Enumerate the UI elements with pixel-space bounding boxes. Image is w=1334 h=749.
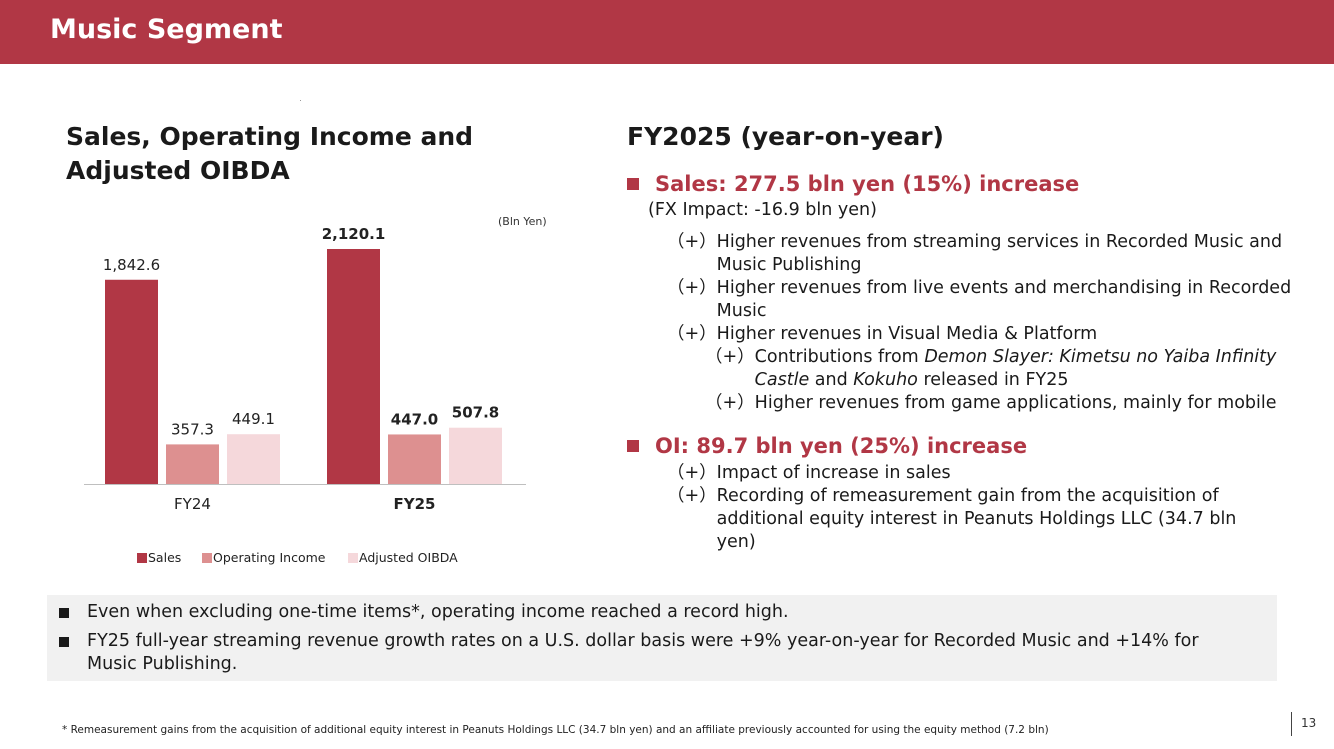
bar-adjusted-oibda [227, 434, 280, 484]
square-bullet-icon [59, 637, 69, 647]
oi-item: （+） Impact of increase in sales [627, 462, 1307, 485]
plus-marker: （+） [667, 278, 717, 298]
text-part: and [809, 370, 854, 390]
data-label: 357.3 [171, 420, 214, 438]
bar-operating-income [388, 434, 441, 484]
sales-heading: Sales: 277.5 bln yen (15%) increase [627, 170, 1307, 198]
text-part: released in FY25 [917, 370, 1069, 390]
category-label: FY25 [394, 495, 436, 513]
oi-heading-text: OI: 89.7 bln yen (25%) increase [655, 434, 1028, 458]
sales-item-text: Higher revenues in Visual Media & Platfo… [716, 324, 1098, 344]
sales-item: （+） Higher revenues in Visual Media & Pl… [627, 323, 1307, 346]
legend-label: Adjusted OIBDA [359, 550, 458, 565]
sales-subitem-text: Contributions from Demon Slayer: Kimetsu… [755, 346, 1307, 392]
square-bullet-icon [627, 178, 639, 190]
oi-item-text: Recording of remeasurement gain from the… [716, 486, 1237, 552]
fx-impact: (FX Impact: -16.9 bln yen) [648, 200, 877, 220]
data-label: 1,842.6 [103, 256, 160, 274]
data-label: 2,120.1 [322, 225, 386, 243]
square-bullet-icon [59, 608, 69, 618]
square-bullet-icon [627, 440, 639, 452]
note-item: Even when excluding one-time items*, ope… [59, 601, 1249, 624]
plus-marker: （+） [667, 463, 717, 483]
sales-item-text: Higher revenues from live events and mer… [716, 278, 1292, 321]
plus-marker: （+） [705, 347, 755, 367]
yoy-title: FY2025 (year-on-year) [627, 122, 944, 151]
category-label: FY24 [174, 495, 211, 513]
data-label: 447.0 [391, 410, 438, 428]
bar-adjusted-oibda [449, 427, 502, 484]
sales-subitem-text: Higher revenues from game applications, … [754, 393, 1277, 413]
note-text: FY25 full-year streaming revenue growth … [87, 631, 1199, 674]
page-title: Music Segment [50, 14, 283, 45]
bar-sales [105, 279, 158, 484]
bar-sales [327, 249, 380, 484]
title-demon-slayer: Demon Slayer: Kimetsu no Yaiba Infinity … [754, 347, 1277, 390]
sales-subitem: （+） Higher revenues from game applicatio… [627, 392, 1307, 415]
unit-label: (Bln Yen) [498, 215, 547, 228]
oi-heading: OI: 89.7 bln yen (25%) increase [627, 432, 1307, 460]
footnote: * Remeasurement gains from the acquisiti… [62, 724, 1049, 736]
page-divider [1291, 712, 1292, 736]
plus-marker: （+） [667, 486, 717, 506]
yoy-summary: FY2025 (year-on-year) Sales: 277.5 bln y… [627, 120, 1307, 554]
plus-marker: （+） [667, 324, 717, 344]
sales-subitem: （+） Contributions from Demon Slayer: Kim… [627, 346, 1307, 392]
header-bar: Music Segment [0, 0, 1334, 64]
notes-box: Even when excluding one-time items*, ope… [47, 595, 1277, 681]
note-item: FY25 full-year streaming revenue growth … [59, 630, 1249, 676]
sales-item-text: Higher revenues from streaming services … [716, 232, 1283, 275]
legend-swatch [202, 553, 212, 563]
legend-label: Operating Income [213, 550, 326, 565]
oi-item-text: Impact of increase in sales [716, 463, 951, 483]
oi-item: （+） Recording of remeasurement gain from… [627, 485, 1307, 554]
legend-swatch [348, 553, 358, 563]
title-kokuho: Kokuho [853, 370, 918, 390]
sales-item: （+） Higher revenues from streaming servi… [627, 231, 1307, 277]
page-number: 13 [1301, 716, 1317, 730]
sales-item: （+） Higher revenues from live events and… [627, 277, 1307, 323]
text-part: Contributions from [754, 347, 925, 367]
stray-dot [300, 100, 301, 101]
bar-operating-income [166, 444, 219, 484]
legend-label: Sales [148, 550, 181, 565]
plus-marker: （+） [705, 393, 755, 413]
chart-title: Sales, Operating Income and Adjusted OIB… [66, 122, 474, 185]
data-label: 449.1 [232, 410, 275, 428]
sales-heading-text: Sales: 277.5 bln yen (15%) increase [655, 172, 1080, 196]
legend-swatch [137, 553, 147, 563]
data-label: 507.8 [452, 404, 499, 422]
plus-marker: （+） [667, 232, 717, 252]
bar-chart: (Bln Yen) 1,842.6 357.3 449.1 FY24 2,120.1 447… [84, 215, 547, 565]
note-text: Even when excluding one-time items*, ope… [87, 602, 789, 622]
